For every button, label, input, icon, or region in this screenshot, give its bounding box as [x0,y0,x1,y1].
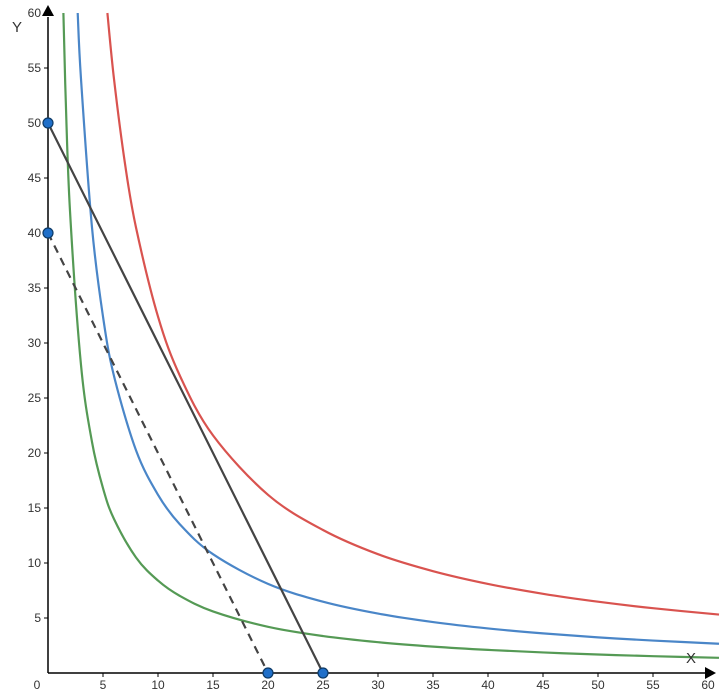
y-tick-label-10: 10 [28,556,42,570]
point-x-intercept-20 [262,667,274,679]
x-tick-label-5: 5 [100,678,107,692]
y-tick-label-55: 55 [28,61,42,75]
x-tick-label-20: 20 [261,678,275,692]
budget-line-new [47,232,269,674]
y-tick-label-5: 5 [34,611,41,625]
y-tick-label-25: 25 [28,391,42,405]
y-tick-label-40: 40 [28,226,42,240]
y-tick-label-60: 60 [28,6,42,20]
curves-layer [62,12,720,659]
indifference-curve-mid [76,12,720,645]
x-tick-label-15: 15 [206,678,220,692]
y-axis-arrow-icon [42,5,54,16]
x-tick-label-10: 10 [151,678,165,692]
x-tick-label-25: 25 [316,678,330,692]
origin-label: 0 [34,678,41,692]
y-tick-label-50: 50 [28,116,42,130]
indifference-curve-high [106,12,720,616]
y-tick-label-35: 35 [28,281,42,295]
points-layer [42,117,329,679]
indifference-curve-low [62,12,720,659]
point-y-intercept-50 [42,117,54,129]
point-y-intercept-40 [42,227,54,239]
y-tick-label-45: 45 [28,171,42,185]
point-x-intercept-25 [317,667,329,679]
x-tick-label-35: 35 [426,678,440,692]
y-axis-label: Y [12,19,22,36]
x-axis-label: X [686,650,696,667]
x-tick-label-40: 40 [481,678,495,692]
budget-lines-layer [47,122,324,674]
y-tick-label-15: 15 [28,501,42,515]
x-tick-label-45: 45 [536,678,550,692]
x-tick-label-30: 30 [371,678,385,692]
ticks-layer: 5 10 15 20 25 30 35 40 45 50 55 60 5 10 15 20 25 30 35 40 45… [28,6,715,692]
y-tick-label-20: 20 [28,446,42,460]
x-tick-label-55: 55 [646,678,660,692]
x-tick-label-50: 50 [591,678,605,692]
x-tick-label-60: 60 [701,678,715,692]
budget-line-original [47,122,324,674]
y-tick-label-30: 30 [28,336,42,350]
